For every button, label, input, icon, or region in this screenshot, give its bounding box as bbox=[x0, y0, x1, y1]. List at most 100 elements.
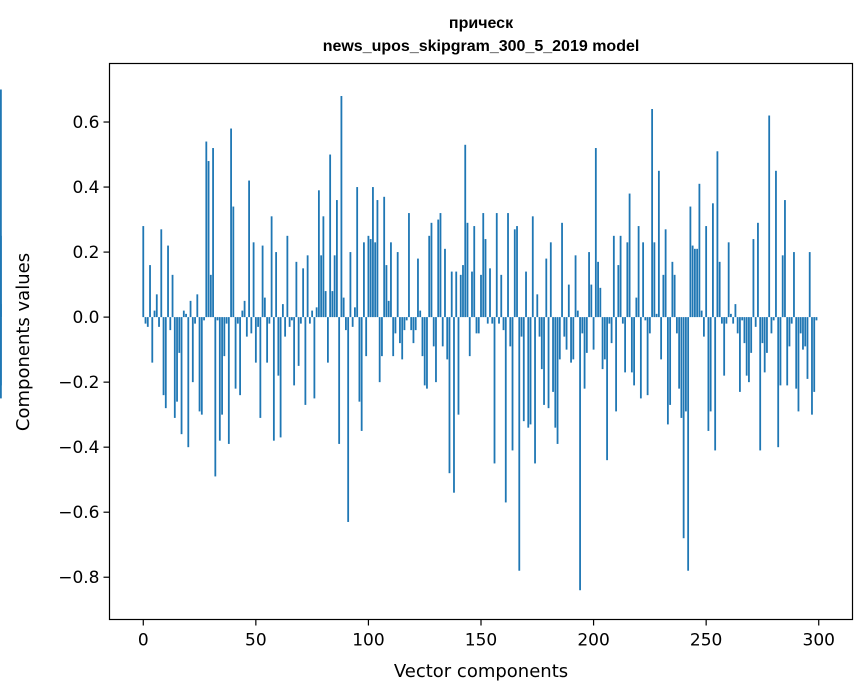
bar-298 bbox=[813, 317, 816, 392]
bar-93 bbox=[351, 317, 354, 327]
bar-129 bbox=[432, 317, 435, 347]
y-axis-ticks: −0.8 −0.6 −0.4 −0.2 0.0 0.2 0.4 0.6 bbox=[58, 113, 110, 588]
bar-153 bbox=[486, 317, 489, 324]
bar-139 bbox=[455, 271, 458, 318]
bar-undefined bbox=[0, 317, 2, 386]
bar-12 bbox=[169, 317, 172, 331]
bar-91 bbox=[347, 317, 350, 522]
y-tick-label-5: 0.2 bbox=[72, 243, 99, 263]
bar-122 bbox=[417, 258, 419, 318]
bar-100 bbox=[367, 235, 370, 318]
bar-19 bbox=[185, 313, 187, 318]
bar-115 bbox=[401, 317, 404, 360]
bar-71 bbox=[302, 268, 305, 318]
bar-239 bbox=[680, 317, 683, 418]
bar-27 bbox=[203, 317, 205, 321]
bar-48 bbox=[250, 317, 253, 334]
bar-178 bbox=[543, 317, 545, 405]
bar-271 bbox=[752, 239, 755, 318]
bar-231 bbox=[662, 274, 665, 318]
bar-18 bbox=[182, 310, 185, 318]
bar-82 bbox=[327, 317, 329, 363]
bar-51 bbox=[257, 317, 259, 327]
bar-202 bbox=[597, 261, 599, 318]
bar-199 bbox=[590, 284, 593, 318]
bar-182 bbox=[552, 317, 554, 392]
bar-150 bbox=[480, 274, 482, 318]
bar-2 bbox=[146, 317, 149, 327]
bar-255 bbox=[716, 151, 719, 318]
bar-284 bbox=[781, 255, 784, 318]
bar-197 bbox=[585, 317, 588, 353]
bar-246 bbox=[696, 248, 699, 318]
bar-75 bbox=[311, 310, 314, 318]
bar-205 bbox=[603, 317, 606, 360]
bar-195 bbox=[581, 317, 584, 334]
bar-247 bbox=[698, 183, 701, 318]
bar-263 bbox=[734, 304, 737, 318]
y-tick-label-6: 0.4 bbox=[72, 178, 99, 198]
bar-146 bbox=[471, 271, 473, 318]
bar-268 bbox=[745, 317, 748, 376]
bar-85 bbox=[333, 255, 336, 318]
bar-121 bbox=[414, 317, 417, 331]
bar-174 bbox=[534, 317, 536, 464]
y-axis-label: Components values bbox=[13, 253, 34, 431]
bar-297 bbox=[811, 317, 813, 415]
bar-192 bbox=[574, 255, 577, 318]
bar-219 bbox=[635, 297, 638, 318]
bar-168 bbox=[520, 317, 523, 337]
bar-200 bbox=[592, 317, 595, 350]
bar-135 bbox=[446, 317, 449, 360]
bar-173 bbox=[531, 216, 534, 318]
bar-285 bbox=[784, 200, 786, 318]
bar-264 bbox=[736, 317, 739, 334]
bar-60 bbox=[277, 317, 280, 376]
bar-272 bbox=[754, 317, 757, 327]
bar-46 bbox=[245, 317, 248, 337]
bar-64 bbox=[286, 235, 289, 318]
bar-17 bbox=[180, 317, 183, 435]
bar-106 bbox=[381, 317, 383, 357]
bar-37 bbox=[225, 317, 228, 324]
bar-187 bbox=[563, 317, 566, 337]
bar-113 bbox=[396, 252, 399, 318]
bar-156 bbox=[493, 317, 496, 464]
bar-191 bbox=[572, 317, 575, 360]
bar-56 bbox=[268, 317, 271, 324]
bar-105 bbox=[378, 317, 381, 383]
bar-169 bbox=[522, 317, 525, 422]
bar-273 bbox=[757, 222, 759, 318]
bar-287 bbox=[788, 317, 791, 347]
bar-77 bbox=[315, 307, 318, 318]
bar-97 bbox=[360, 317, 363, 431]
bar-286 bbox=[786, 317, 789, 386]
bar-221 bbox=[639, 317, 642, 399]
bar-290 bbox=[795, 317, 798, 389]
bar-217 bbox=[630, 317, 633, 373]
bar-67 bbox=[293, 317, 296, 386]
chart-title-line-2: news_upos_skipgram_300_5_2019 model bbox=[323, 38, 640, 55]
x-tick-label-150: 150 bbox=[465, 631, 497, 651]
bar-167 bbox=[518, 317, 521, 571]
bar-165 bbox=[513, 229, 516, 318]
bar-0 bbox=[142, 226, 145, 318]
chart-title-line-1: прическ bbox=[449, 15, 514, 32]
bar-102 bbox=[372, 187, 374, 318]
bar-222 bbox=[642, 242, 645, 318]
bar-5 bbox=[153, 310, 156, 318]
bar-155 bbox=[491, 317, 494, 324]
bar-262 bbox=[732, 317, 735, 324]
bar-251 bbox=[707, 317, 710, 431]
bar-278 bbox=[768, 115, 771, 318]
bars-group bbox=[0, 89, 818, 591]
bar-6 bbox=[155, 294, 158, 318]
bar-258 bbox=[723, 317, 726, 376]
bar-220 bbox=[637, 226, 640, 318]
bar-25 bbox=[198, 317, 201, 412]
bar-134 bbox=[444, 248, 446, 318]
bar-254 bbox=[714, 317, 717, 451]
bar-40 bbox=[232, 206, 235, 318]
bar-61 bbox=[279, 317, 282, 438]
